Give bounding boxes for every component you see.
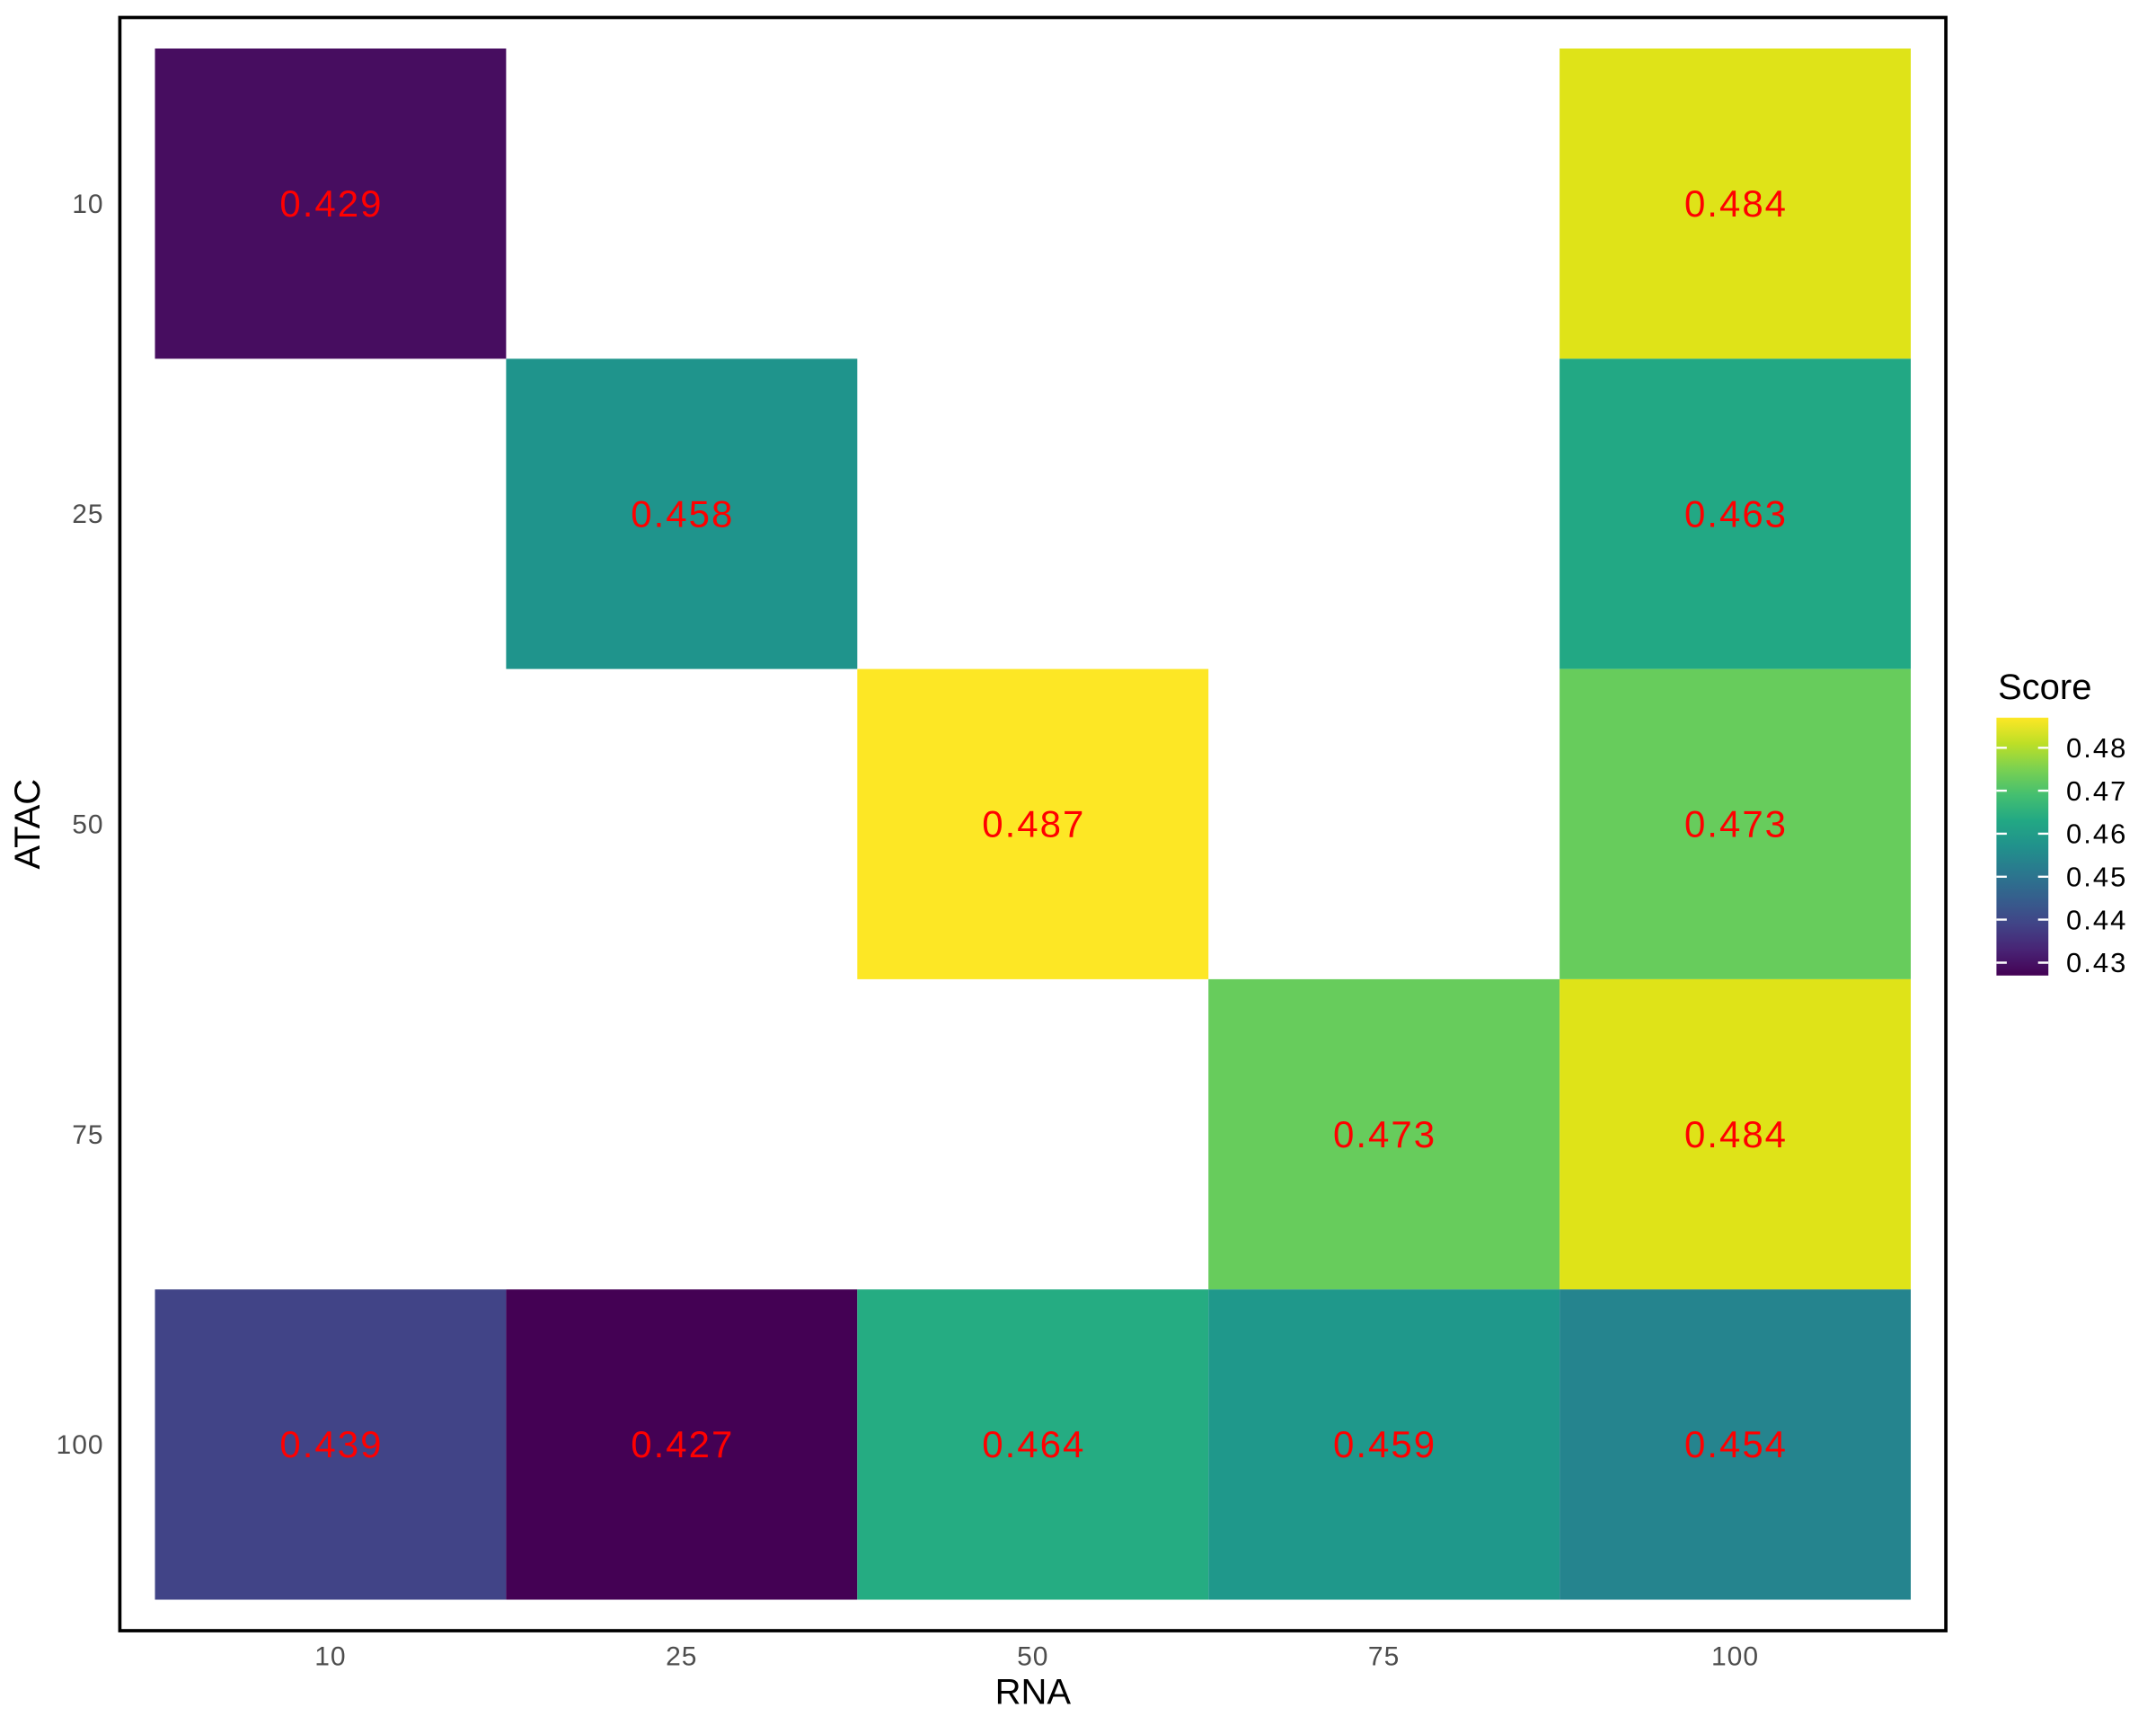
- svg-text:100: 100: [1711, 1642, 1759, 1672]
- svg-text:25: 25: [72, 500, 103, 529]
- svg-text:0.484: 0.484: [1684, 182, 1788, 225]
- svg-text:0.473: 0.473: [1684, 803, 1788, 845]
- svg-text:Score: Score: [1998, 668, 2092, 707]
- svg-text:0.47: 0.47: [2066, 775, 2127, 807]
- svg-text:0.454: 0.454: [1684, 1423, 1788, 1465]
- svg-text:100: 100: [57, 1430, 104, 1460]
- svg-text:0.473: 0.473: [1333, 1113, 1436, 1155]
- svg-text:0.429: 0.429: [279, 182, 383, 225]
- svg-text:50: 50: [72, 810, 103, 840]
- svg-text:0.46: 0.46: [2066, 818, 2127, 850]
- svg-text:10: 10: [72, 190, 103, 219]
- svg-text:0.487: 0.487: [982, 803, 1085, 845]
- svg-text:0.48: 0.48: [2066, 732, 2127, 764]
- svg-text:50: 50: [1017, 1642, 1048, 1672]
- svg-text:0.43: 0.43: [2066, 947, 2127, 978]
- svg-text:0.427: 0.427: [631, 1423, 734, 1465]
- svg-text:0.463: 0.463: [1684, 492, 1788, 535]
- svg-text:25: 25: [666, 1642, 697, 1672]
- svg-text:10: 10: [314, 1642, 346, 1672]
- svg-text:ATAC: ATAC: [8, 779, 48, 870]
- svg-text:75: 75: [72, 1120, 103, 1150]
- svg-text:0.458: 0.458: [631, 492, 734, 535]
- svg-text:RNA: RNA: [995, 1672, 1072, 1712]
- svg-text:0.484: 0.484: [1684, 1113, 1788, 1155]
- svg-text:0.439: 0.439: [279, 1423, 383, 1465]
- svg-text:0.44: 0.44: [2066, 904, 2127, 935]
- svg-text:0.459: 0.459: [1333, 1423, 1436, 1465]
- svg-text:0.45: 0.45: [2066, 862, 2127, 893]
- svg-text:0.464: 0.464: [982, 1423, 1085, 1465]
- svg-text:75: 75: [1368, 1642, 1400, 1672]
